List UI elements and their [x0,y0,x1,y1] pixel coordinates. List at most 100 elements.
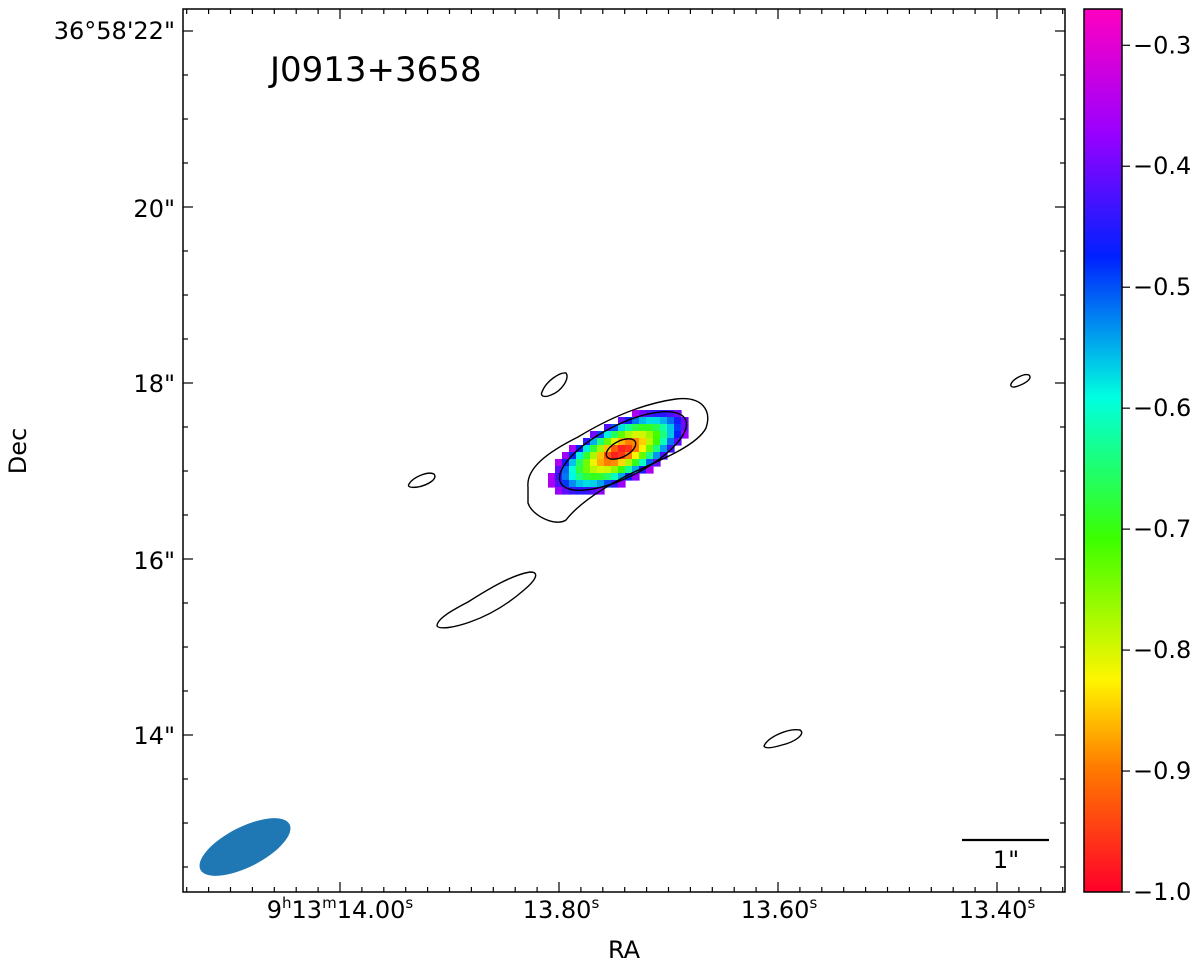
map-pixel [590,431,598,439]
map-pixel [618,424,626,432]
map-pixel [562,452,570,460]
map-pixel [639,431,647,439]
map-pixel [646,445,654,453]
map-pixel [653,431,661,439]
axis-ticks [183,9,1065,892]
map-pixel [555,480,563,488]
map-pixel [611,480,619,488]
x-tick-labels: 9h13m14.00s 13.80s 13.60s 13.40s [267,894,1036,924]
map-pixel [639,445,647,453]
map-pixel [562,487,570,495]
y-tick-labels: 36°58'22" 20" 18" 16" 14" [54,17,175,750]
map-pixel [604,473,612,481]
map-pixel [632,452,640,460]
map-pixel [611,431,619,439]
map-pixel [555,487,563,495]
map-pixel [646,431,654,439]
y-tick-label: 14" [133,722,175,750]
scale-bar-label: 1" [993,846,1019,874]
map-pixel [590,452,598,460]
contour-mid [558,410,688,492]
contour-outer [527,397,709,523]
colorbar-ticks [1122,44,1130,893]
colorbar-tick-label: −0.7 [1133,515,1191,543]
map-pixel [667,424,675,432]
map-pixel [632,466,640,474]
colorbar-tick-label: −0.3 [1133,31,1191,59]
map-pixel [618,480,626,488]
y-tick-label: 36°58'22" [54,17,175,45]
map-pixel [625,417,633,425]
map-pixel [618,445,626,453]
map-pixel [653,452,661,460]
map-pixel [555,459,563,467]
map-pixel [639,417,647,425]
map-pixel [646,417,654,425]
map-pixel [597,431,605,439]
map-pixel [618,438,626,446]
map-pixel [625,424,633,432]
map-pixel [660,438,668,446]
colorbar-tick-label: −0.9 [1133,757,1191,785]
contour-island [407,472,436,489]
x-tick-label: 13.80s [523,894,600,924]
map-pixel [681,417,689,425]
map-pixel [611,466,619,474]
map-pixel [653,410,661,418]
map-pixel [583,438,591,446]
map-pixel [632,445,640,453]
beam-ellipse [199,818,291,876]
x-tick-label: 13.60s [741,894,818,924]
map-pixel [562,480,570,488]
contour-island [1010,373,1031,388]
colorbar-tick-label: −0.8 [1133,636,1191,664]
map-pixel [646,424,654,432]
map-pixel [632,424,640,432]
map-pixel [646,438,654,446]
map-pixel [569,473,577,481]
map-pixel [604,452,612,460]
map-pixel [639,410,647,418]
map-pixel [681,431,689,439]
map-pixel [625,431,633,439]
map-pixel [597,438,605,446]
map-pixel [618,417,626,425]
map-pixel [569,452,577,460]
y-tick-label: 20" [133,195,175,223]
x-axis-title: RA [608,936,641,964]
map-pixel [569,480,577,488]
contour-island [763,729,803,749]
y-tick-label: 18" [133,370,175,398]
scale-bar: 1" [962,838,1049,874]
map-pixel [625,452,633,460]
map-pixel [653,445,661,453]
map-pixel [611,424,619,432]
map-pixel [555,466,563,474]
map-pixel [646,452,654,460]
map-pixel [632,459,640,467]
map-pixel [653,438,661,446]
map-pixel [590,480,598,488]
map-pixel [632,473,640,481]
colorbar-labels: −0.3 −0.4 −0.5 −0.6 −0.7 −0.8 −0.9 −1.0 [1133,31,1191,906]
colorbar-tick-label: −0.4 [1133,152,1191,180]
y-axis-title: Dec [4,428,32,474]
map-pixel [618,431,626,439]
map-pixel [576,466,584,474]
map-pixel [646,466,654,474]
map-pixel [674,417,682,425]
map-pixel [583,445,591,453]
map-pixel [569,445,577,453]
map-pixel [590,438,598,446]
map-pixel [660,417,668,425]
colorbar: −0.3 −0.4 −0.5 −0.6 −0.7 −0.8 −0.9 −1.0 [1083,8,1191,906]
map-pixel [597,452,605,460]
map-pixel [618,459,626,467]
map-pixel [611,459,619,467]
map-pixel [597,466,605,474]
map-pixel [625,438,633,446]
map-pixel [618,473,626,481]
x-tick-label: 9h13m14.00s [267,894,414,924]
map-pixel [583,466,591,474]
